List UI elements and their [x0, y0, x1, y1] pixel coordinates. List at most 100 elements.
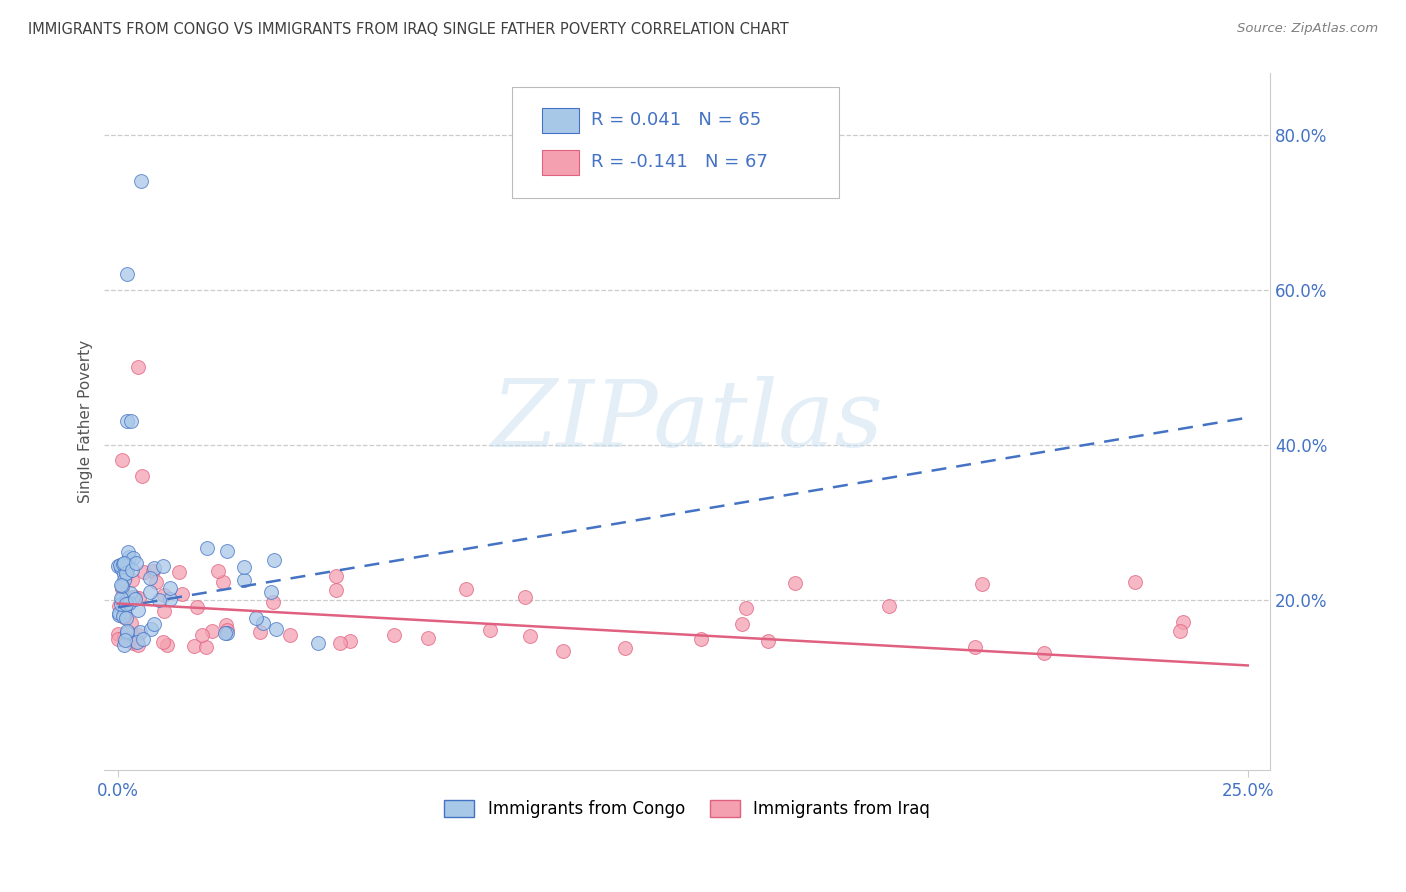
Point — [122, 590, 145, 604]
Point — [148, 592, 170, 607]
Point — [152, 588, 174, 602]
Point — [112, 609, 135, 624]
Point — [107, 626, 129, 640]
Point — [112, 630, 135, 644]
Point — [152, 558, 174, 573]
Point — [970, 577, 993, 591]
Point — [756, 634, 779, 648]
Text: R = 0.041   N = 65: R = 0.041 N = 65 — [591, 112, 761, 129]
Point — [142, 565, 165, 579]
Point — [111, 592, 134, 607]
FancyBboxPatch shape — [541, 150, 579, 175]
Point — [110, 597, 132, 611]
Point — [115, 415, 138, 429]
Point — [233, 560, 256, 574]
Point — [215, 617, 238, 632]
Point — [108, 607, 131, 621]
Point — [325, 582, 347, 597]
Point — [117, 544, 139, 558]
Point — [515, 590, 537, 604]
Point — [111, 579, 134, 593]
Point — [382, 628, 405, 642]
Point — [121, 627, 143, 641]
Point — [139, 623, 162, 637]
Point — [115, 597, 138, 611]
Point — [1168, 624, 1191, 638]
Point — [260, 585, 283, 599]
Point — [245, 611, 267, 625]
Point — [145, 574, 167, 589]
Point — [690, 632, 713, 647]
Point — [121, 562, 143, 576]
Point — [264, 622, 287, 636]
Point — [152, 634, 174, 648]
Point — [328, 636, 350, 650]
Point — [211, 574, 233, 589]
Point — [112, 639, 135, 653]
Point — [114, 605, 136, 619]
Point — [183, 640, 205, 654]
Point — [735, 600, 758, 615]
Point — [125, 635, 148, 649]
Text: IMMIGRANTS FROM CONGO VS IMMIGRANTS FROM IRAQ SINGLE FATHER POVERTY CORRELATION : IMMIGRANTS FROM CONGO VS IMMIGRANTS FROM… — [28, 22, 789, 37]
Point — [117, 626, 139, 640]
Point — [112, 558, 135, 572]
FancyBboxPatch shape — [541, 108, 579, 133]
Point — [156, 638, 179, 652]
Legend: Immigrants from Congo, Immigrants from Iraq: Immigrants from Congo, Immigrants from I… — [437, 793, 936, 824]
Point — [110, 591, 132, 606]
Point — [217, 626, 239, 640]
Point — [131, 468, 153, 483]
Point — [110, 560, 132, 574]
Point — [783, 576, 806, 591]
Point — [128, 591, 150, 606]
Point — [191, 628, 214, 642]
Point — [215, 544, 238, 558]
Point — [120, 615, 142, 630]
Point — [108, 558, 131, 573]
Point — [143, 616, 166, 631]
Point — [1173, 615, 1195, 629]
Point — [117, 554, 139, 568]
Point — [143, 561, 166, 575]
Text: R = -0.141   N = 67: R = -0.141 N = 67 — [591, 153, 768, 171]
Point — [115, 611, 138, 625]
Y-axis label: Single Father Poverty: Single Father Poverty — [79, 340, 93, 503]
Point — [121, 573, 143, 587]
Point — [115, 566, 138, 580]
Point — [159, 581, 181, 595]
Point — [115, 624, 138, 639]
Point — [122, 550, 145, 565]
Point — [416, 632, 439, 646]
Point — [129, 625, 152, 640]
Point — [129, 174, 152, 188]
Point — [614, 641, 637, 656]
Point — [731, 617, 754, 632]
Point — [152, 604, 174, 618]
Point — [339, 633, 361, 648]
Point — [201, 624, 224, 638]
Point — [112, 557, 135, 571]
Point — [963, 640, 986, 654]
Point — [125, 556, 148, 570]
Point — [112, 573, 135, 587]
Point — [456, 582, 478, 596]
Point — [114, 633, 136, 648]
Point — [877, 599, 900, 613]
Point — [127, 603, 149, 617]
Point — [1123, 575, 1146, 590]
Point — [214, 625, 236, 640]
Point — [195, 541, 218, 555]
Point — [186, 600, 208, 615]
Point — [172, 587, 194, 601]
Point — [519, 630, 541, 644]
Point — [124, 592, 146, 607]
Point — [110, 578, 132, 592]
Point — [110, 453, 132, 467]
Point — [159, 591, 181, 606]
FancyBboxPatch shape — [512, 87, 839, 198]
Point — [111, 596, 134, 610]
Point — [115, 558, 138, 573]
Point — [111, 582, 134, 596]
Point — [121, 630, 143, 644]
